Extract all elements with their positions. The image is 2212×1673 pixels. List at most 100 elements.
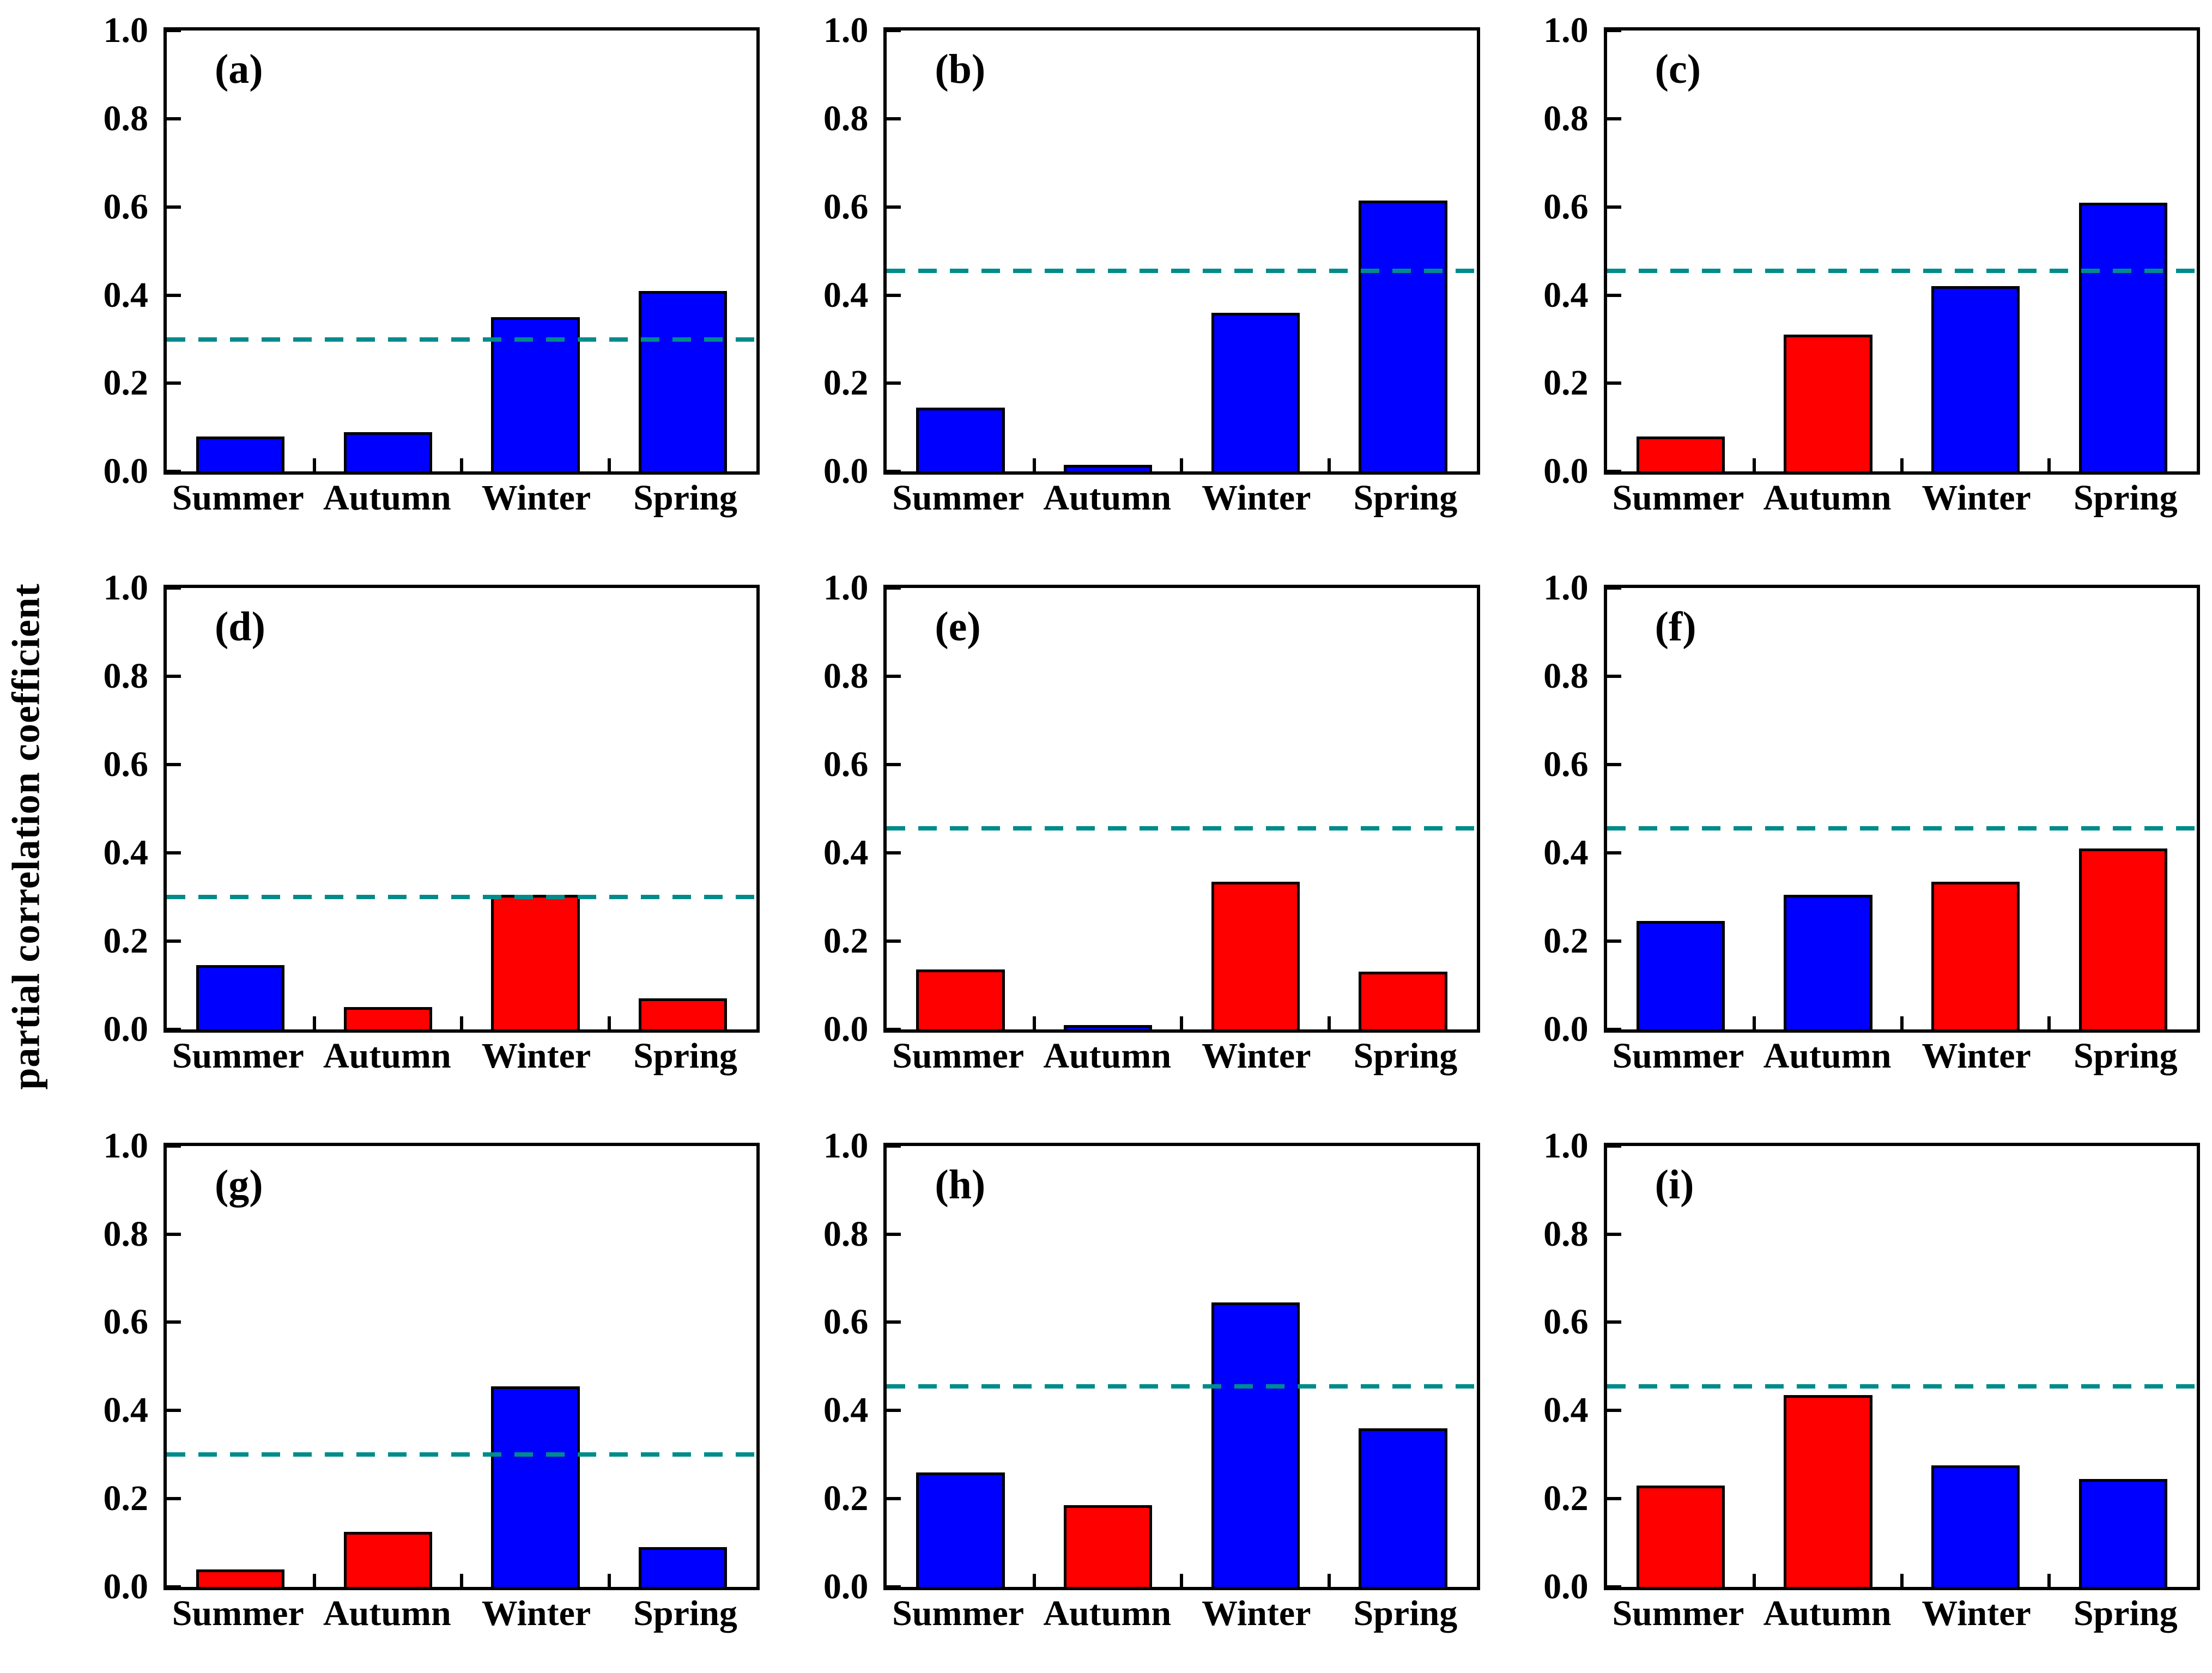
plot-area: (d) 0.0 0.2 0.4 0.6 0.8 1.0 — [104, 570, 760, 1047]
y-tick — [887, 117, 901, 120]
y-tick-label: 0.2 — [103, 920, 149, 961]
x-tick — [312, 458, 316, 472]
significance-threshold-line — [167, 894, 757, 899]
panel-letter: (d) — [215, 604, 265, 650]
x-category-label: Summer — [892, 1593, 1025, 1633]
significance-threshold-line — [1607, 826, 2197, 831]
plot-area: (f) 0.0 0.2 0.4 0.6 0.8 1.0 — [1543, 570, 2200, 1047]
x-tick — [1900, 1573, 1904, 1587]
bar-autumn — [1784, 894, 1872, 1029]
y-tick — [1607, 1409, 1621, 1413]
x-tick — [607, 458, 611, 472]
x-axis-labels: Summer Autumn Winter Spring — [1604, 1038, 2200, 1087]
x-tick — [1900, 1016, 1904, 1029]
y-tick-label: 0.4 — [823, 1390, 869, 1430]
y-tick-label: 0.0 — [1543, 1009, 1589, 1049]
x-tick — [2047, 458, 2051, 472]
bar-autumn — [1064, 1025, 1153, 1029]
y-tick — [1607, 851, 1621, 854]
x-category-label: Winter — [481, 478, 591, 518]
x-tick — [460, 1016, 464, 1029]
y-tick-label: 0.4 — [1543, 1390, 1589, 1430]
panel-letter: (g) — [215, 1161, 263, 1208]
y-tick-label: 0.8 — [103, 1214, 149, 1254]
y-tick — [1607, 293, 1621, 297]
x-tick — [1032, 1016, 1036, 1029]
y-tick-label: 0.4 — [823, 275, 869, 315]
x-category-label: Summer — [172, 478, 304, 518]
x-axis-labels: Summer Autumn Winter Spring — [1604, 1595, 2200, 1645]
x-category-label: Summer — [892, 478, 1025, 518]
bar-spring — [2078, 848, 2167, 1029]
x-tick — [2047, 1573, 2051, 1587]
significance-threshold-line — [167, 337, 757, 342]
bar-autumn — [1784, 1395, 1872, 1587]
y-tick — [167, 1585, 181, 1589]
x-axis-labels: Summer Autumn Winter Spring — [1604, 480, 2200, 529]
y-tick-label: 1.0 — [103, 568, 149, 608]
bar-summer — [1636, 921, 1725, 1029]
x-category-label: Autumn — [1763, 1035, 1892, 1076]
y-tick-label: 0.2 — [103, 363, 149, 403]
y-tick — [167, 1144, 181, 1148]
x-category-label: Autumn — [1043, 1593, 1172, 1633]
x-tick — [1032, 458, 1036, 472]
x-category-label: Spring — [1353, 1593, 1458, 1633]
y-tick-label: 1.0 — [1543, 10, 1589, 50]
bar-autumn — [343, 432, 433, 472]
y-tick-label: 1.0 — [1543, 1125, 1589, 1166]
y-tick-label: 0.8 — [823, 656, 869, 696]
panel-e: (e) 0.0 0.2 0.4 0.6 0.8 1.0 Summer Autumn Winte… — [772, 557, 1492, 1115]
x-category-label: Autumn — [1043, 478, 1172, 518]
y-tick — [167, 1232, 181, 1236]
x-tick — [312, 1016, 316, 1029]
y-tick — [1607, 1027, 1621, 1031]
y-tick — [167, 117, 181, 120]
bar-summer — [916, 1472, 1005, 1587]
bar-autumn — [1064, 465, 1153, 472]
y-tick-label: 0.8 — [1543, 98, 1589, 138]
bar-summer — [916, 969, 1005, 1029]
y-tick-label: 0.6 — [1543, 186, 1589, 227]
bar-spring — [1359, 1428, 1447, 1587]
x-category-label: Autumn — [323, 1035, 451, 1076]
x-tick — [607, 1016, 611, 1029]
y-tick — [1607, 939, 1621, 943]
significance-threshold-line — [887, 826, 1477, 831]
significance-threshold-line — [167, 1452, 757, 1457]
y-tick-label: 0.0 — [823, 1009, 869, 1049]
x-tick — [1753, 1016, 1756, 1029]
y-tick-label: 0.6 — [103, 1302, 149, 1342]
y-tick — [1607, 381, 1621, 385]
bar-autumn — [1784, 335, 1872, 472]
significance-threshold-line — [887, 1384, 1477, 1389]
x-category-label: Spring — [633, 1593, 737, 1633]
significance-threshold-line — [887, 269, 1477, 274]
bar-spring — [2078, 1478, 2167, 1587]
y-tick-label: 0.6 — [1543, 1302, 1589, 1342]
y-tick-label: 1.0 — [103, 10, 149, 50]
panel-letter: (c) — [1655, 46, 1701, 92]
y-tick — [1607, 763, 1621, 767]
y-tick — [1607, 1144, 1621, 1148]
y-axis-label-strip: partial correlation coefficient — [0, 0, 52, 1673]
y-tick — [167, 1320, 181, 1324]
x-tick — [1900, 458, 1904, 472]
y-tick-label: 0.2 — [823, 1478, 869, 1519]
y-tick — [887, 1409, 901, 1413]
y-tick — [887, 763, 901, 767]
x-tick — [1753, 458, 1756, 472]
plot-area: (g) 0.0 0.2 0.4 0.6 0.8 1.0 — [104, 1128, 760, 1604]
x-tick — [1753, 1573, 1756, 1587]
y-tick — [167, 293, 181, 297]
bar-winter — [1211, 1302, 1300, 1587]
y-tick-label: 0.0 — [103, 1566, 149, 1607]
y-tick — [887, 293, 901, 297]
y-tick — [1607, 470, 1621, 474]
plot-area: (c) 0.0 0.2 0.4 0.6 0.8 1.0 — [1543, 13, 2200, 489]
y-tick-label: 0.2 — [823, 920, 869, 961]
plot-area: (a) 0.0 0.2 0.4 0.6 0.8 1.0 — [104, 13, 760, 489]
x-category-label: Summer — [1612, 478, 1744, 518]
y-tick — [887, 470, 901, 474]
y-tick-label: 0.0 — [103, 451, 149, 492]
